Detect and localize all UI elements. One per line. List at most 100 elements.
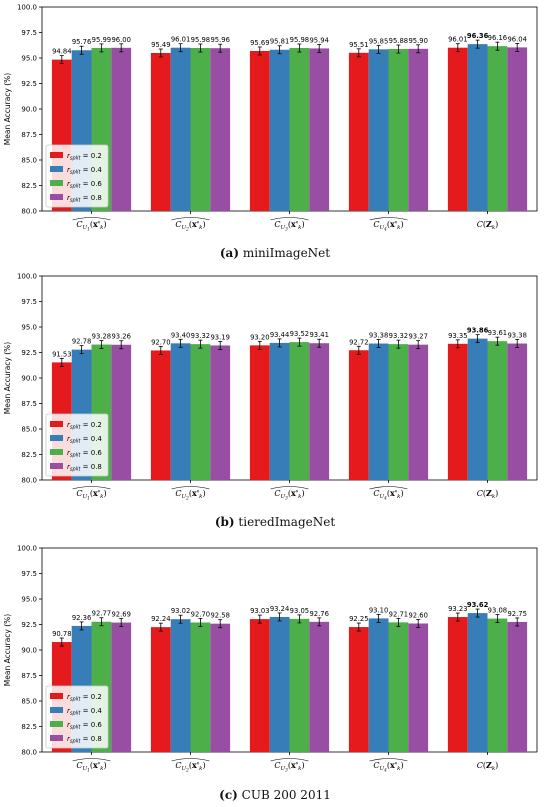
- y-tick-label: 82.5: [21, 723, 37, 731]
- data-label: 95.88: [389, 37, 408, 45]
- legend-box: [45, 685, 109, 749]
- y-tick-label: 92.5: [21, 621, 37, 629]
- bar-a-s3-c3: [408, 48, 429, 211]
- bar-a-s1-c3: [368, 49, 389, 211]
- bar-b-s0-c2: [249, 345, 270, 480]
- data-label: 93.40: [171, 331, 190, 339]
- caption-b-letter: (b): [214, 515, 235, 529]
- bar-b-s2-c4: [487, 341, 508, 480]
- data-label: 93.02: [171, 607, 190, 615]
- legend-swatch: [50, 166, 63, 172]
- legend-swatch: [50, 463, 63, 469]
- bar-c-s2-c4: [487, 618, 508, 752]
- bar-a-s1-c4: [467, 44, 488, 212]
- data-label: 93.44: [270, 331, 289, 339]
- data-label: 92.71: [389, 610, 408, 618]
- caption-a-text: miniImageNet: [242, 246, 331, 260]
- svg-text:C(Zk): C(Zk): [477, 760, 499, 772]
- y-axis-label: Mean Accuracy (%): [3, 342, 12, 414]
- caption-b-text: tieredImageNet: [238, 515, 336, 529]
- y-tick-label: 97.5: [21, 29, 37, 37]
- data-label: 93.52: [290, 330, 309, 338]
- y-tick-label: 87.5: [21, 672, 37, 680]
- data-label: 93.03: [250, 607, 269, 615]
- data-label: 95.49: [151, 41, 170, 49]
- data-label: 93.27: [408, 333, 427, 341]
- data-label: 96.04: [507, 35, 526, 43]
- bar-c-s3-c1: [210, 623, 231, 752]
- svg-text:CU4(x'k): CU4(x'k): [373, 219, 403, 232]
- y-tick-label: 80.0: [21, 208, 37, 216]
- data-label: 92.60: [408, 611, 427, 619]
- data-label: 93.32: [191, 332, 210, 340]
- bar-c-s1-c1: [170, 619, 191, 752]
- bar-a-s0-c4: [447, 47, 468, 211]
- bar-b-s3-c4: [507, 343, 528, 480]
- data-label: 95.98: [290, 36, 309, 44]
- data-label: 93.41: [309, 331, 328, 339]
- bar-c-s0-c1: [150, 627, 171, 752]
- data-label: 95.96: [210, 36, 229, 44]
- data-label: 95.94: [309, 36, 328, 44]
- x-tick-label: CU3(x'k): [270, 486, 309, 501]
- data-label: 92.72: [349, 338, 368, 346]
- y-tick-label: 80.0: [21, 477, 37, 485]
- data-label: 92.70: [191, 610, 210, 618]
- legend-entry: rsplit = 0.4: [67, 707, 102, 717]
- svg-text:CU4(x'k): CU4(x'k): [373, 760, 403, 773]
- bar-b-s3-c2: [309, 343, 330, 480]
- chart-panel-c: 80.0 82.5 85.0 87.5 90.0 92.5 95.0 97.5 100.0 Mea…: [0, 541, 550, 786]
- legend-entry: rsplit = 0.6: [67, 721, 102, 731]
- y-tick-label: 100.0: [17, 4, 37, 12]
- legend-a: rsplit = 0.2 rsplit = 0.4 rsplit = 0.6 rspl…: [45, 144, 109, 208]
- bar-b-s1-c1: [170, 343, 191, 480]
- data-label: 92.25: [349, 615, 368, 623]
- bar-c-s0-c4: [447, 617, 468, 752]
- bar-c-s3-c4: [507, 621, 528, 752]
- legend-entry: rsplit = 0.8: [67, 194, 102, 204]
- x-tick-label: C(Zk): [477, 760, 499, 772]
- x-tick-label: CU2(x'k): [171, 486, 210, 501]
- svg-text:CU2(x'k): CU2(x'k): [175, 219, 205, 232]
- bar-b-s3-c1: [210, 345, 231, 480]
- bar-a-s2-c3: [388, 49, 409, 211]
- data-label: 92.78: [72, 338, 91, 346]
- data-label: 93.08: [488, 607, 507, 615]
- legend-b: rsplit = 0.2 rsplit = 0.4 rsplit = 0.6 rspl…: [45, 413, 109, 477]
- svg-text:CU3(x'k): CU3(x'k): [274, 760, 304, 773]
- bar-c-s2-c1: [190, 622, 211, 752]
- data-label: 93.32: [389, 332, 408, 340]
- y-tick-label: 82.5: [21, 182, 37, 190]
- y-tick-label: 82.5: [21, 451, 37, 459]
- legend-c: rsplit = 0.2 rsplit = 0.4 rsplit = 0.6 rspl…: [45, 685, 109, 749]
- data-label: 96.00: [111, 36, 130, 44]
- data-label: 96.01: [171, 36, 190, 44]
- data-label: 93.24: [270, 605, 289, 613]
- chart-panel-b: 80.0 82.5 85.0 87.5 90.0 92.5 95.0 97.5 100.0 Mea…: [0, 269, 550, 514]
- svg-text:CU1(x'k): CU1(x'k): [76, 488, 106, 501]
- legend-entry: rsplit = 0.4: [67, 166, 102, 176]
- x-tick-label: CU1(x'k): [72, 486, 111, 501]
- y-axis-label: Mean Accuracy (%): [3, 73, 12, 145]
- y-tick-label: 100.0: [17, 273, 37, 281]
- x-tick-label: CU4(x'k): [369, 758, 408, 773]
- y-tick-label: 95.0: [21, 55, 37, 63]
- legend-entry: rsplit = 0.6: [67, 449, 102, 459]
- bar-b-s0-c4: [447, 343, 468, 480]
- y-tick-label: 90.0: [21, 647, 37, 655]
- svg-text:C(Zk): C(Zk): [477, 488, 499, 500]
- bar-b-s2-c3: [388, 344, 409, 480]
- bar-b-s0-c3: [348, 350, 369, 480]
- data-label: 93.20: [250, 333, 269, 341]
- svg-text:CU4(x'k): CU4(x'k): [373, 488, 403, 501]
- bar-a-s3-c2: [309, 48, 330, 211]
- bar-c-s1-c4: [467, 613, 488, 752]
- y-tick-label: 80.0: [21, 749, 37, 757]
- data-label: 93.26: [111, 333, 130, 341]
- x-tick-label: CU4(x'k): [369, 486, 408, 501]
- y-tick-label: 85.0: [21, 157, 37, 165]
- bar-a-s3-c1: [210, 48, 231, 211]
- data-label: 90.78: [52, 630, 71, 638]
- legend-swatch: [50, 435, 63, 441]
- legend-swatch: [50, 449, 63, 455]
